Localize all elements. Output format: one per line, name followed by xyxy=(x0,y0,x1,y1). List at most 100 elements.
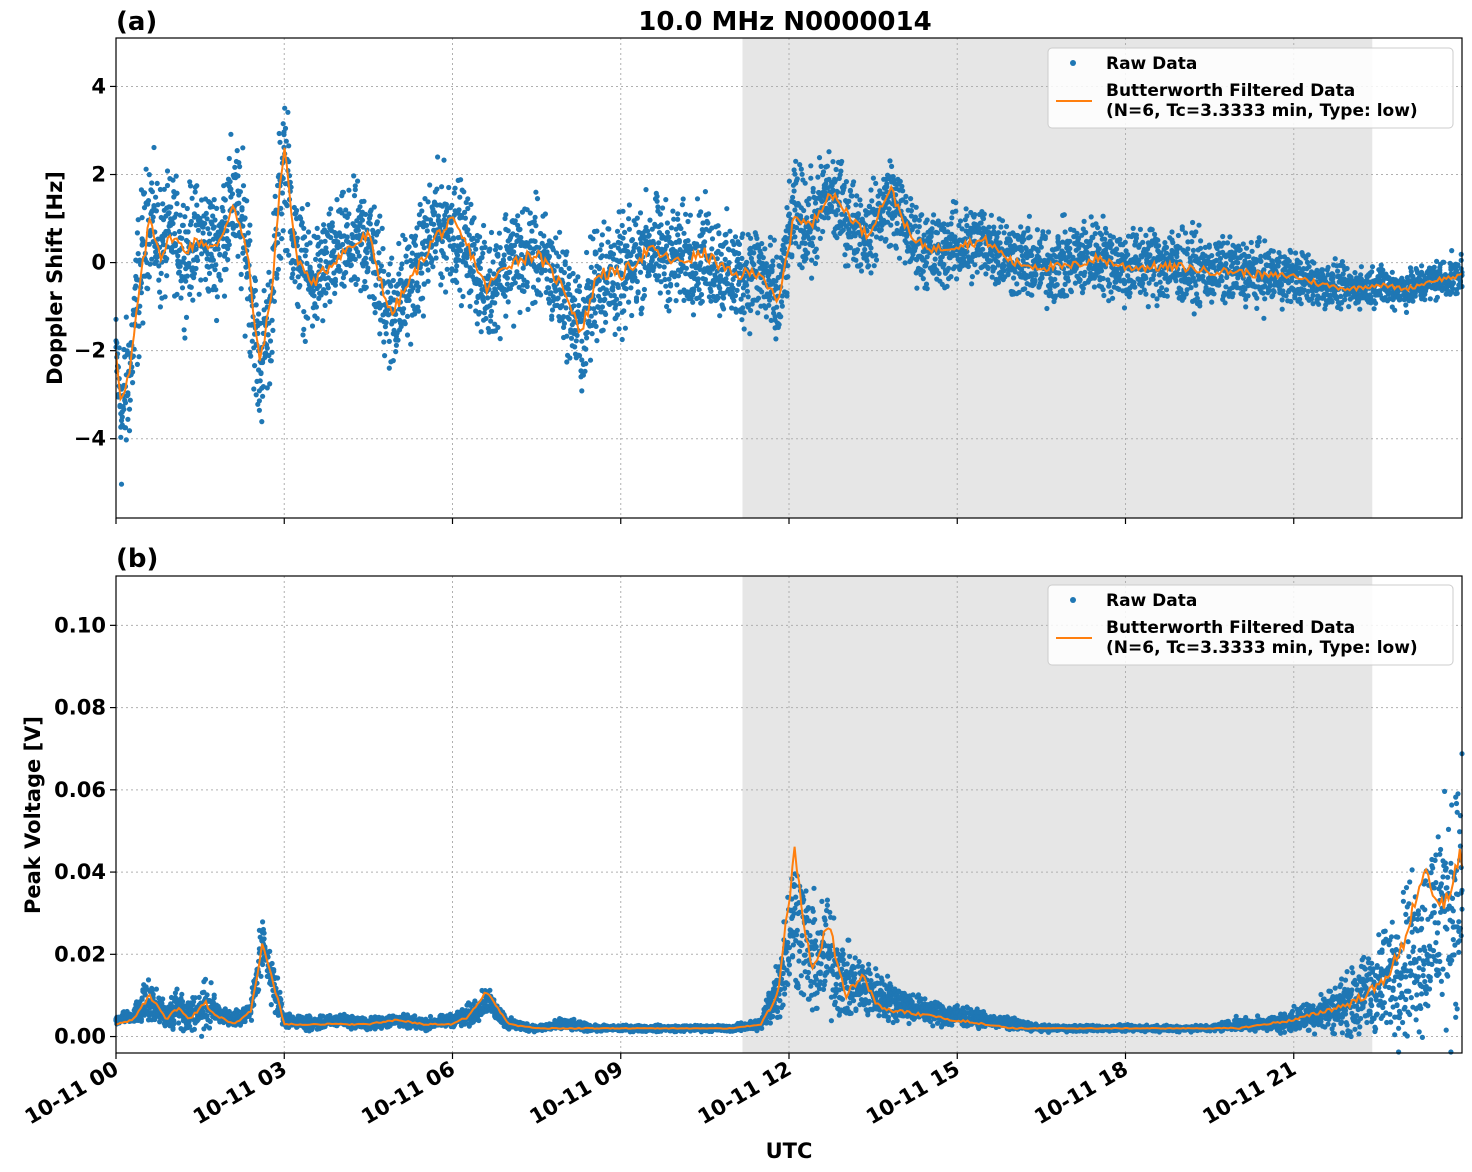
raw-point xyxy=(548,290,554,296)
raw-point xyxy=(784,293,790,299)
raw-point xyxy=(217,252,223,258)
raw-point xyxy=(176,269,182,275)
raw-point xyxy=(1310,292,1316,298)
raw-point xyxy=(622,279,629,286)
raw-point xyxy=(238,286,244,292)
raw-point xyxy=(191,275,197,281)
raw-point xyxy=(916,224,922,230)
raw-point xyxy=(1342,297,1348,303)
raw-point xyxy=(406,297,412,303)
raw-point xyxy=(572,344,578,350)
raw-point xyxy=(1170,240,1176,246)
raw-point xyxy=(240,183,247,189)
raw-point xyxy=(546,300,553,306)
raw-point xyxy=(972,262,978,268)
raw-point xyxy=(474,238,480,244)
raw-point xyxy=(606,226,612,232)
raw-point xyxy=(225,238,232,244)
raw-point xyxy=(492,247,499,253)
raw-point xyxy=(1189,239,1195,245)
raw-point xyxy=(347,247,353,253)
raw-point xyxy=(433,241,439,247)
raw-point xyxy=(732,234,739,240)
raw-point xyxy=(245,230,251,236)
raw-point xyxy=(1068,289,1074,295)
raw-point xyxy=(478,329,484,335)
raw-point xyxy=(657,211,663,217)
raw-point xyxy=(799,265,805,271)
raw-point xyxy=(864,258,870,264)
raw-point xyxy=(1298,301,1304,307)
raw-point xyxy=(576,283,583,289)
raw-point xyxy=(814,254,820,260)
raw-point xyxy=(290,271,296,277)
raw-point xyxy=(1140,239,1146,245)
raw-point xyxy=(1154,303,1160,309)
raw-point xyxy=(664,229,671,235)
raw-point xyxy=(294,207,300,214)
raw-point xyxy=(1306,264,1312,270)
raw-point xyxy=(264,385,270,391)
raw-point xyxy=(387,261,393,267)
raw-point xyxy=(237,164,243,170)
raw-point xyxy=(1371,306,1377,312)
raw-point xyxy=(1219,278,1225,284)
raw-point xyxy=(492,321,498,327)
raw-point xyxy=(155,202,161,208)
raw-point xyxy=(546,296,552,302)
raw-point xyxy=(802,240,808,246)
raw-point xyxy=(706,211,712,217)
raw-point xyxy=(1245,293,1251,299)
raw-point xyxy=(1403,309,1410,315)
raw-point xyxy=(666,308,672,314)
raw-point xyxy=(340,241,346,248)
raw-point xyxy=(1233,280,1239,286)
raw-point xyxy=(173,173,179,179)
raw-point xyxy=(297,282,303,289)
raw-data-a xyxy=(113,105,1465,487)
raw-point xyxy=(438,282,444,288)
raw-point xyxy=(618,258,624,264)
raw-point xyxy=(571,303,577,309)
raw-point xyxy=(628,252,634,258)
raw-point xyxy=(121,406,127,412)
raw-point xyxy=(755,295,762,301)
raw-point xyxy=(301,326,307,332)
raw-point xyxy=(565,281,572,287)
raw-point xyxy=(514,232,520,238)
raw-point xyxy=(698,260,704,266)
raw-point xyxy=(774,304,780,310)
raw-point xyxy=(450,236,457,242)
raw-point xyxy=(1027,234,1033,240)
raw-point xyxy=(425,267,431,273)
raw-point xyxy=(1088,214,1094,220)
raw-point xyxy=(771,237,777,243)
raw-point xyxy=(212,267,218,273)
raw-point xyxy=(715,223,721,229)
raw-point xyxy=(1098,232,1105,238)
raw-point xyxy=(580,372,587,378)
raw-point xyxy=(204,216,210,222)
raw-point xyxy=(841,184,847,190)
raw-point xyxy=(125,416,131,422)
raw-point xyxy=(681,297,687,303)
raw-point xyxy=(602,296,608,302)
raw-point xyxy=(507,255,513,261)
raw-point xyxy=(792,234,798,240)
raw-point xyxy=(948,274,954,280)
raw-point xyxy=(130,380,136,386)
raw-point xyxy=(808,175,814,181)
raw-point xyxy=(156,263,162,269)
raw-point xyxy=(309,323,316,329)
raw-point xyxy=(383,331,389,337)
raw-point xyxy=(361,198,367,204)
raw-point xyxy=(1286,258,1292,264)
raw-point xyxy=(1410,298,1416,304)
raw-point xyxy=(457,194,463,200)
raw-point xyxy=(244,198,250,204)
raw-point xyxy=(431,209,438,216)
raw-point xyxy=(284,247,290,254)
raw-point xyxy=(229,191,236,197)
raw-point xyxy=(792,171,798,177)
raw-point xyxy=(868,245,874,251)
